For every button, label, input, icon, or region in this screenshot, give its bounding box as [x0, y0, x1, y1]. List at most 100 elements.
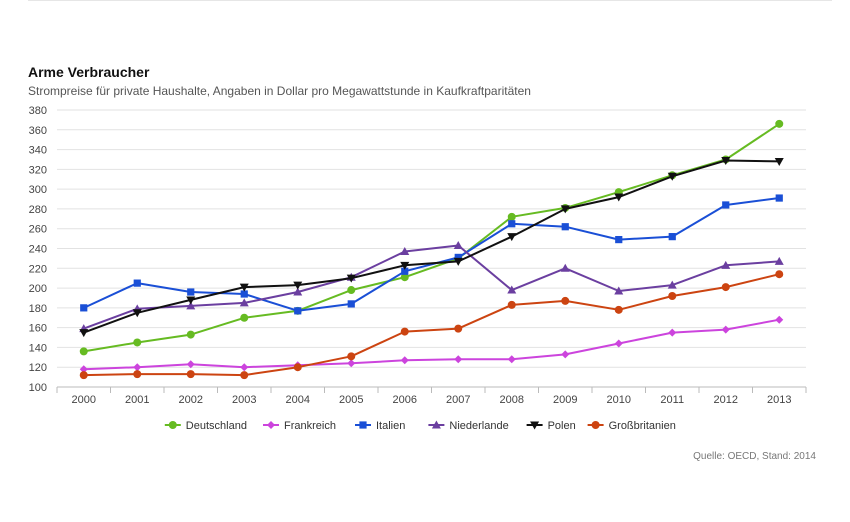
- y-tick-label-300: 300: [29, 184, 47, 196]
- data-point-deutschland-2005: [347, 286, 356, 295]
- data-point-polen-2003: [239, 283, 249, 292]
- data-point-frankreich-2007: [454, 355, 463, 364]
- y-tick-label-180: 180: [29, 303, 47, 315]
- data-point-deutschland-2002: [186, 330, 195, 339]
- legend-marker-deutschland: [168, 421, 177, 429]
- legend-label-polen: Polen: [548, 420, 576, 432]
- series-line-frankreich: [83, 318, 780, 371]
- y-tick-label-220: 220: [29, 263, 47, 275]
- data-point-großbritanien-2011: [668, 291, 677, 300]
- data-point-niederlande-2006: [400, 246, 410, 255]
- data-point-polen-2012: [721, 156, 731, 165]
- data-point-italien-2008: [508, 220, 516, 228]
- y-tick-label-340: 340: [29, 145, 47, 157]
- data-point-frankreich-2002: [186, 360, 195, 369]
- x-tick-label-2006: 2006: [393, 394, 417, 406]
- series-line-polen: [83, 159, 780, 334]
- x-tick-label-2008: 2008: [500, 394, 524, 406]
- data-point-italien-2010: [615, 235, 623, 244]
- y-tick-label-260: 260: [29, 224, 47, 236]
- data-point-italien-2000: [80, 304, 88, 312]
- x-tick-label-2007: 2007: [446, 394, 470, 406]
- x-tick-label-2003: 2003: [232, 394, 256, 406]
- data-point-frankreich-2001: [133, 363, 142, 372]
- y-tick-label-240: 240: [29, 244, 47, 256]
- chart-subtitle: Strompreise für private Haushalte, Angab…: [28, 84, 531, 98]
- data-point-großbritanien-2007: [454, 324, 463, 333]
- data-point-großbritanien-2002: [186, 370, 195, 379]
- data-point-frankreich-2003: [240, 363, 249, 372]
- data-point-deutschland-2003: [240, 313, 249, 322]
- y-tick-label-200: 200: [29, 283, 47, 295]
- source-note: Quelle: OECD, Stand: 2014: [693, 451, 816, 462]
- data-point-niederlande-2008: [507, 285, 517, 294]
- x-tick-label-2012: 2012: [714, 394, 738, 406]
- series-line-deutschland: [83, 123, 780, 353]
- y-tick-label-120: 120: [29, 362, 47, 374]
- data-point-großbritanien-2001: [133, 370, 142, 379]
- data-point-italien-2009: [561, 223, 569, 231]
- y-tick-label-140: 140: [29, 342, 47, 354]
- top-divider: [28, 0, 832, 1]
- data-point-großbritanien-2012: [721, 283, 730, 292]
- data-point-polen-2009: [560, 205, 570, 214]
- data-point-polen-2007: [453, 257, 463, 266]
- legend-label-großbritanien: Großbritanien: [609, 420, 676, 432]
- data-point-italien-2011: [668, 233, 676, 241]
- data-point-großbritanien-2009: [561, 296, 570, 305]
- data-point-frankreich-2011: [668, 328, 677, 337]
- data-point-frankreich-2012: [721, 325, 730, 334]
- data-point-frankreich-2008: [507, 355, 516, 364]
- data-point-großbritanien-2008: [507, 300, 516, 309]
- y-tick-label-160: 160: [29, 323, 47, 335]
- data-point-polen-2005: [346, 274, 356, 283]
- data-point-niederlande-2004: [293, 287, 303, 296]
- data-point-niederlande-2003: [239, 298, 249, 307]
- data-point-frankreich-2000: [79, 365, 88, 374]
- data-point-polen-2013: [774, 157, 784, 166]
- data-point-niederlande-2009: [560, 263, 570, 272]
- data-point-niederlande-2002: [186, 301, 196, 310]
- data-point-niederlande-2007: [453, 241, 463, 250]
- data-point-italien-2002: [187, 288, 195, 296]
- data-point-frankreich-2005: [347, 359, 356, 368]
- series-line-großbritanien: [83, 273, 780, 377]
- data-point-polen-2010: [614, 193, 624, 202]
- data-point-großbritanien-2004: [293, 363, 302, 372]
- x-tick-label-2004: 2004: [286, 394, 310, 406]
- legend-marker-großbritanien: [591, 421, 600, 429]
- x-tick-label-2013: 2013: [767, 394, 791, 406]
- legend-label-italien: Italien: [376, 420, 405, 432]
- x-tick-label-2009: 2009: [553, 394, 577, 406]
- data-point-deutschland-2006: [400, 273, 409, 282]
- data-point-italien-2006: [401, 267, 409, 275]
- data-point-italien-2013: [775, 194, 783, 202]
- data-point-polen-2000: [79, 329, 89, 338]
- data-point-polen-2011: [667, 172, 677, 181]
- legend-label-frankreich: Frankreich: [284, 420, 336, 432]
- legend-label-deutschland: Deutschland: [186, 420, 247, 432]
- data-point-niederlande-2011: [667, 280, 677, 289]
- data-point-niederlande-2010: [614, 286, 624, 295]
- data-point-niederlande-2012: [721, 260, 731, 269]
- x-tick-label-2005: 2005: [339, 394, 363, 406]
- data-point-italien-2001: [133, 279, 141, 287]
- data-point-polen-2001: [132, 309, 142, 318]
- data-point-großbritanien-2003: [240, 371, 249, 380]
- data-point-großbritanien-2005: [347, 352, 356, 361]
- data-point-niederlande-2013: [774, 256, 784, 265]
- y-tick-label-380: 380: [29, 105, 47, 117]
- data-point-frankreich-2009: [561, 350, 570, 359]
- legend-marker-polen: [530, 421, 540, 430]
- data-point-italien-2004: [294, 307, 302, 315]
- data-point-deutschland-2001: [133, 338, 142, 347]
- legend-label-niederlande: Niederlande: [449, 420, 508, 432]
- data-point-großbritanien-2000: [79, 371, 88, 380]
- data-point-großbritanien-2010: [614, 305, 623, 314]
- data-point-großbritanien-2006: [400, 327, 409, 336]
- x-tick-label-2011: 2011: [660, 394, 684, 406]
- data-point-frankreich-2006: [400, 356, 409, 365]
- data-point-frankreich-2013: [775, 315, 784, 324]
- x-tick-label-2002: 2002: [179, 394, 203, 406]
- chart-title: Arme Verbraucher: [28, 64, 150, 80]
